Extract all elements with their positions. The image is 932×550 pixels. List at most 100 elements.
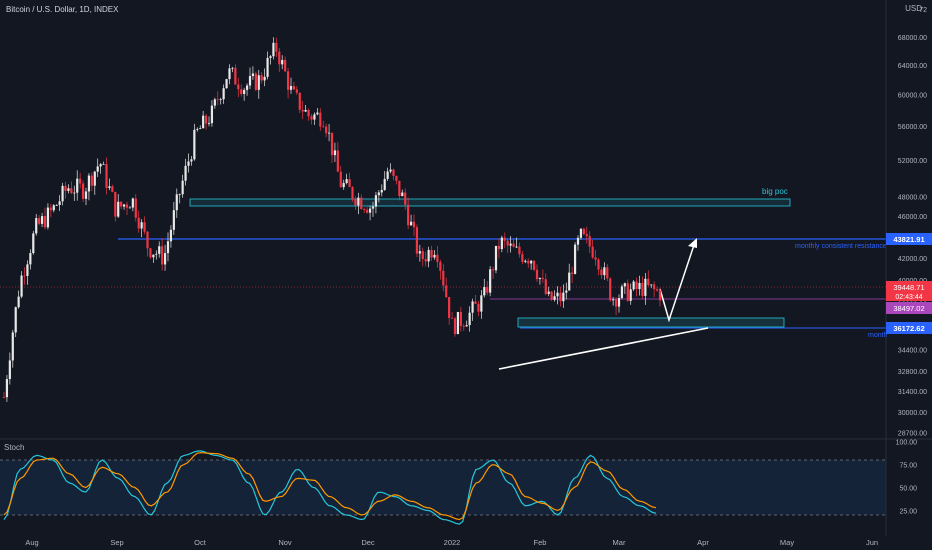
candle-body xyxy=(254,73,257,90)
candle-body xyxy=(606,267,609,279)
candle-body xyxy=(26,264,29,276)
candle-body xyxy=(207,123,211,124)
candle-body xyxy=(190,159,193,162)
candle-body xyxy=(286,71,290,90)
candle-body xyxy=(248,76,252,86)
candle-body xyxy=(172,210,175,230)
candle-body xyxy=(442,270,445,286)
candle-body xyxy=(330,132,334,156)
candle-body xyxy=(430,249,433,258)
candle-body xyxy=(166,241,170,254)
price-tick-label: 56000.00 xyxy=(898,124,927,131)
candle-body xyxy=(161,246,164,265)
candle-body xyxy=(436,254,439,262)
candle-body xyxy=(412,221,416,228)
candle-body xyxy=(439,261,442,271)
candle-body xyxy=(374,195,378,207)
candle-body xyxy=(52,205,55,211)
candle-body xyxy=(653,284,656,290)
candle-body xyxy=(275,42,278,52)
candle-body xyxy=(204,115,208,124)
candle-body xyxy=(228,68,231,80)
candle-body xyxy=(392,169,395,176)
price-tick-label: 32800.00 xyxy=(898,369,927,376)
stoch-tick-label: 100.00 xyxy=(896,440,918,447)
candle-body xyxy=(125,204,129,208)
candle-body xyxy=(143,222,146,232)
candle-body xyxy=(480,295,483,312)
big-poc-zone xyxy=(189,198,791,207)
candle-body xyxy=(494,245,498,271)
candle-body xyxy=(79,178,82,184)
candle-body xyxy=(576,237,580,245)
candle-body xyxy=(219,99,222,101)
candle-body xyxy=(187,161,190,166)
candle-body xyxy=(377,192,380,196)
candle-body xyxy=(2,396,6,398)
candle-body xyxy=(535,269,539,280)
candle-body xyxy=(289,86,293,90)
candle-body xyxy=(629,289,632,301)
month-label: month xyxy=(868,332,888,339)
candle-body xyxy=(163,253,167,265)
price-tick-label: 46000.00 xyxy=(898,214,927,221)
candle-body xyxy=(5,379,9,398)
candle-body xyxy=(486,287,489,293)
candle-body xyxy=(14,307,17,333)
candle-body xyxy=(310,116,313,120)
time-tick-label: May xyxy=(780,538,794,547)
candle-body xyxy=(658,290,662,301)
price-tick-label: 48000.00 xyxy=(898,195,927,202)
candle-body xyxy=(644,278,647,296)
candle-body xyxy=(468,312,471,326)
candle-body xyxy=(307,109,310,117)
stoch-tick-label: 75.00 xyxy=(899,463,917,470)
candle-body xyxy=(345,179,348,184)
candle-body xyxy=(415,227,419,254)
candle-body xyxy=(497,245,501,250)
candle-body xyxy=(213,99,216,106)
candle-body xyxy=(251,73,255,77)
candle-body xyxy=(532,260,536,270)
candle-body xyxy=(333,150,337,156)
candle-body xyxy=(471,301,474,313)
candle-body xyxy=(102,163,105,165)
candle-body xyxy=(556,292,559,297)
candle-body xyxy=(38,218,41,224)
candle-body xyxy=(184,165,187,181)
price-label-month-bg xyxy=(886,322,932,334)
candle-body xyxy=(131,198,134,208)
candle-body xyxy=(404,192,407,205)
candle-body xyxy=(512,243,515,247)
candle-body xyxy=(585,234,588,237)
candle-body xyxy=(515,246,518,248)
candle-body xyxy=(122,204,126,207)
candle-body xyxy=(427,249,430,262)
stoch-tick-label: 25.00 xyxy=(899,508,917,515)
time-tick-label: Jun xyxy=(866,538,878,547)
candle-body xyxy=(175,194,178,211)
candle-body xyxy=(105,163,108,188)
candle-body xyxy=(603,267,606,276)
candle-body xyxy=(530,260,533,264)
candle-body xyxy=(401,192,404,197)
candle-body xyxy=(35,218,38,234)
price-tick-label: 68000.00 xyxy=(898,35,927,42)
candle-body xyxy=(503,237,506,241)
time-tick-label: Mar xyxy=(613,538,626,547)
candle-body xyxy=(316,112,319,115)
candle-body xyxy=(281,59,284,65)
candle-body xyxy=(55,204,58,206)
candle-body xyxy=(360,197,363,209)
candle-body xyxy=(146,231,149,249)
candle-body xyxy=(597,259,600,270)
candle-body xyxy=(591,246,594,258)
candle-body xyxy=(225,79,228,89)
candle-body xyxy=(295,89,298,93)
candle-body xyxy=(553,296,556,300)
candle-body xyxy=(368,208,372,213)
candle-body xyxy=(445,285,448,298)
time-tick-label: 2022 xyxy=(444,538,461,547)
candle-body xyxy=(448,297,451,318)
